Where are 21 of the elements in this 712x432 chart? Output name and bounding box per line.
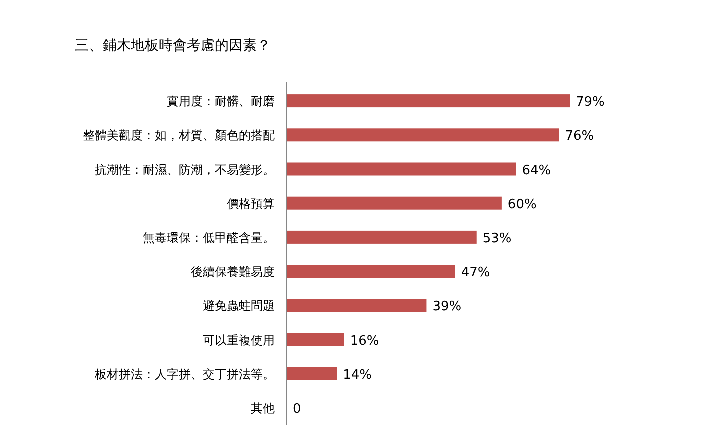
value-label: 39% [432,300,462,315]
category-label: 其他 [251,401,275,416]
value-label: 14% [343,368,372,383]
category-label: 價格預算 [227,196,275,211]
value-label: 53% [482,231,512,246]
value-label: 0 [293,402,302,417]
value-label: 47% [461,266,490,281]
title: 三、鋪木地板時會考慮的因素？ [75,38,271,54]
value-label: 60% [508,197,537,212]
value-label: 16% [350,334,380,349]
category-label: 實用度：耐髒、耐磨 [167,94,275,109]
category-label: 無毒環保：低甲醛含量。 [143,230,275,245]
category-label: 抗潮性：耐濕、防潮，不易變形。 [95,162,275,177]
category-label: 後續保養難易度 [191,265,275,280]
category-label: 板材拼法：人字拼、交丁拼法等。 [95,367,275,382]
category-label: 避免蟲蛀問題 [203,299,275,314]
value-label: 76% [565,129,594,144]
value-label: 79% [576,95,605,110]
value-label: 64% [522,163,552,178]
category-label: 可以重複使用 [203,333,275,348]
category-label: 整體美觀度：如，材質、顏色的搭配 [83,128,275,143]
